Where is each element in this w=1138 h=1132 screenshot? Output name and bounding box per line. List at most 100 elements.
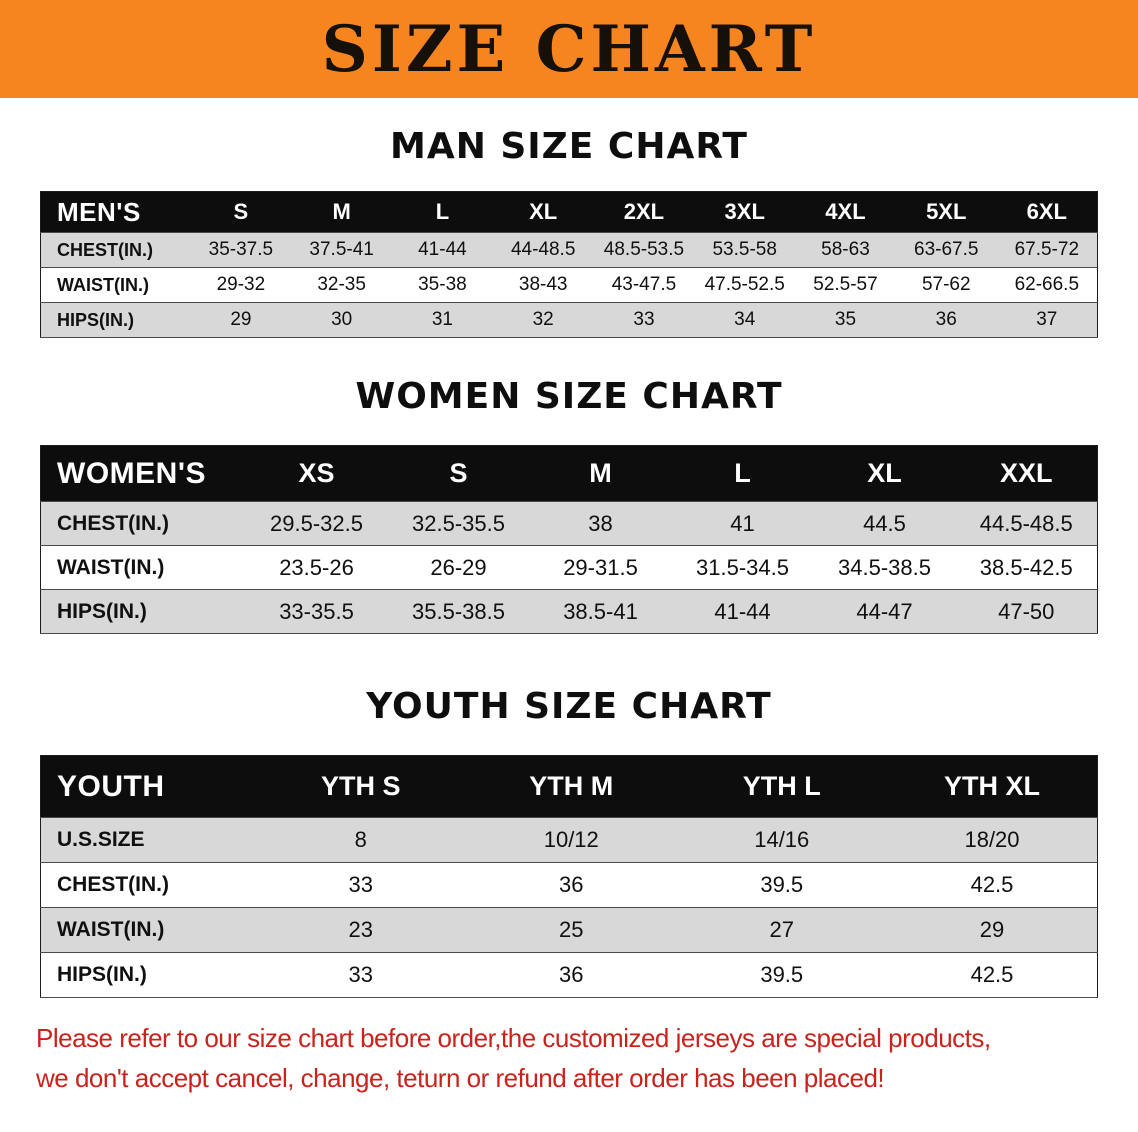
size-cell: 27 [769,917,794,942]
size-cell: 36 [559,962,584,987]
row-label: CHEST(IN.) [57,239,153,260]
size-cell: 41-44 [714,598,771,624]
size-cell: 18/20 [964,827,1020,852]
size-cell: 38 [588,510,613,536]
size-cell: 35-38 [418,274,467,295]
table-row: CHEST(IN.) 33 36 39.5 42.5 [40,862,1098,908]
column-header: 2XL [593,191,695,233]
size-cell: 29 [230,309,252,330]
women-section: WOMEN SIZE CHART WOMEN'S XS S M L XL XXL… [0,376,1138,634]
men-size-table: MEN'S S M L XL 2XL 3XL 4XL 5XL 6XL CHEST… [40,191,1098,338]
size-cell: 63-67.5 [914,239,979,260]
women-section-heading: WOMEN SIZE CHART [355,376,783,417]
men-section-heading: MAN SIZE CHART [390,126,748,167]
size-cell: 14/16 [754,827,810,852]
column-header: L [671,445,814,502]
column-header: M [529,445,672,502]
size-cell: 41-44 [418,239,467,260]
size-cell: 52.5-57 [813,274,878,295]
size-cell: 42.5 [970,872,1014,897]
row-label: WAIST(IN.) [57,918,165,941]
column-header: YTH XL [887,755,1098,818]
size-cell: 39.5 [760,872,804,897]
size-cell: 29 [979,917,1005,942]
banner: SIZE CHART [0,0,1138,98]
size-cell: 35 [834,309,857,330]
size-cell: 26-29 [430,554,487,580]
row-label: HIPS(IN.) [57,599,147,623]
row-label: HIPS(IN.) [57,963,147,986]
size-cell: 67.5-72 [1014,239,1080,260]
size-cell: 33 [348,962,373,987]
column-header: S [190,191,292,233]
youth-header-row: YOUTH YTH S YTH M YTH L YTH XL [40,755,1098,818]
size-cell: 8 [354,827,367,852]
size-cell: 30 [331,309,353,330]
size-cell: 37.5-41 [309,239,374,260]
men-corner-label: MEN'S [40,191,191,233]
size-cell: 32 [532,309,554,330]
size-cell: 33 [633,309,655,330]
size-cell: 47-50 [998,598,1055,624]
size-cell: 29-31.5 [563,554,638,580]
column-header: YTH L [676,755,887,818]
column-header: XL [492,191,594,233]
column-header: L [392,191,493,233]
size-cell: 32-35 [317,274,366,295]
size-cell: 53.5-58 [712,239,777,260]
youth-section: YOUTH SIZE CHART YOUTH YTH S YTH M YTH L… [0,686,1138,998]
size-cell: 36 [935,309,957,330]
size-cell: 10/12 [543,827,599,852]
table-row: WAIST(IN.) 23 25 27 29 [40,907,1098,953]
youth-corner-label: YOUTH [40,755,256,818]
table-row: HIPS(IN.) 33 36 39.5 42.5 [40,952,1098,998]
policy-note-line-2: we don't accept cancel, change, teturn o… [36,1063,885,1094]
row-label: WAIST(IN.) [57,274,149,295]
column-header: YTH S [255,755,466,818]
men-header-row: MEN'S S M L XL 2XL 3XL 4XL 5XL 6XL [40,191,1098,233]
row-label: CHEST(IN.) [57,873,169,896]
column-header: 4XL [795,191,896,233]
youth-size-table: YOUTH YTH S YTH M YTH L YTH XL U.S.SIZE … [40,755,1098,998]
size-cell: 23.5-26 [279,554,354,580]
table-row: WAIST(IN.) 29-32 32-35 35-38 38-43 43-47… [40,267,1098,303]
size-cell: 42.5 [970,962,1014,987]
policy-note-line-1: Please refer to our size chart before or… [36,1023,991,1053]
size-cell: 48.5-53.5 [603,239,685,260]
women-size-table: WOMEN'S XS S M L XL XXL CHEST(IN.) 29.5-… [40,445,1098,634]
table-row: CHEST(IN.) 29.5-32.5 32.5-35.5 38 41 44.… [40,501,1098,546]
row-label: HIPS(IN.) [57,309,135,330]
size-cell: 34.5-38.5 [838,554,931,580]
size-cell: 34 [734,309,756,330]
size-cell: 58-63 [821,239,870,260]
size-cell: 36 [559,872,584,897]
table-row: HIPS(IN.) 33-35.5 35.5-38.5 38.5-41 41-4… [40,589,1098,634]
policy-note: Please refer to our size chart before or… [36,1018,1138,1099]
size-cell: 33-35.5 [279,598,354,624]
table-row: WAIST(IN.) 23.5-26 26-29 29-31.5 31.5-34… [40,545,1098,590]
table-row: HIPS(IN.) 29 30 31 32 33 34 35 36 37 [40,302,1098,338]
size-cell: 41 [730,510,755,536]
table-row: CHEST(IN.) 35-37.5 37.5-41 41-44 44-48.5… [40,232,1098,268]
column-header: S [387,445,530,502]
size-cell: 31 [431,309,453,330]
women-corner-label: WOMEN'S [40,445,246,502]
column-header: YTH M [466,755,677,818]
size-cell: 33 [348,872,373,897]
column-header: M [291,191,393,233]
size-cell: 29.5-32.5 [270,510,363,536]
women-header-row: WOMEN'S XS S M L XL XXL [40,445,1098,502]
row-label: U.S.SIZE [57,828,145,851]
size-cell: 38-43 [518,274,568,295]
size-cell: 39.5 [760,962,804,987]
size-cell: 44.5-48.5 [979,510,1073,536]
column-header: XS [245,445,388,502]
table-row: U.S.SIZE 8 10/12 14/16 18/20 [40,817,1098,863]
size-cell: 38.5-41 [563,598,638,624]
size-cell: 37 [1036,309,1058,330]
youth-section-heading: YOUTH SIZE CHART [366,686,772,727]
size-cell: 47.5-52.5 [704,274,785,295]
column-header: XXL [955,445,1098,502]
men-section: MAN SIZE CHART MEN'S S M L XL 2XL 3XL 4X… [0,126,1138,338]
